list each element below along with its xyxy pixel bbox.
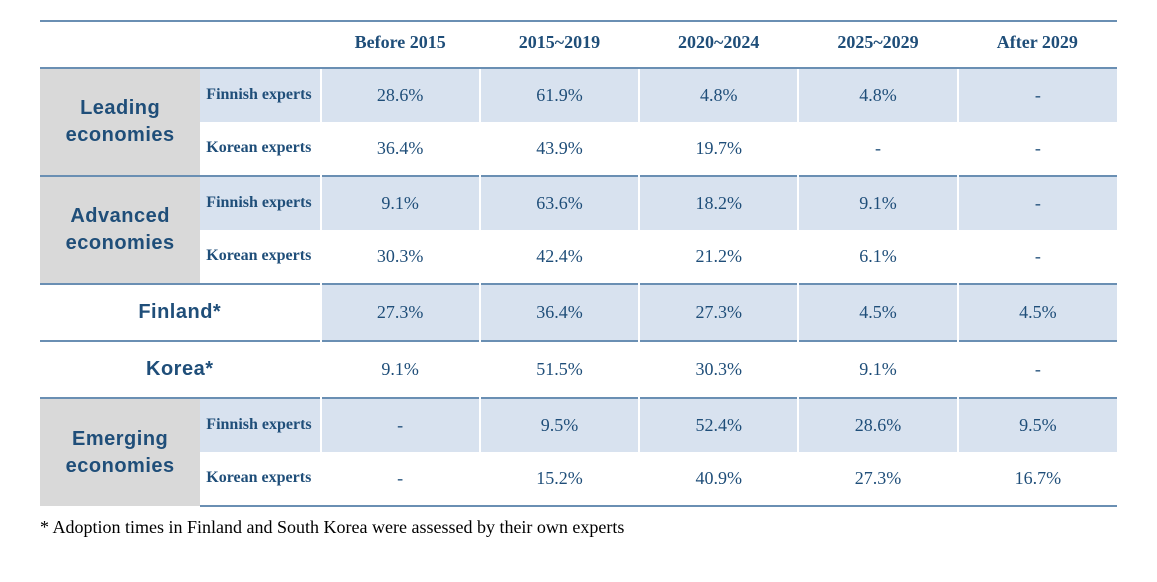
cell: 28.6% <box>798 398 957 452</box>
cell: 36.4% <box>480 284 639 341</box>
cell: 27.3% <box>798 452 957 506</box>
cell: - <box>958 122 1117 176</box>
cell: 52.4% <box>639 398 798 452</box>
cell: - <box>958 230 1117 284</box>
cell: - <box>321 398 480 452</box>
sub-label: Korean experts <box>200 230 320 284</box>
group-label-line: economies <box>66 232 175 254</box>
header-blank <box>40 21 321 68</box>
header-period-4: After 2029 <box>958 21 1117 68</box>
group-label-line: economies <box>66 124 175 146</box>
cell: 16.7% <box>958 452 1117 506</box>
cell: 42.4% <box>480 230 639 284</box>
cell: 9.5% <box>958 398 1117 452</box>
table-row: Korean experts 30.3% 42.4% 21.2% 6.1% - <box>40 230 1117 284</box>
header-period-2: 2020~2024 <box>639 21 798 68</box>
cell: 36.4% <box>321 122 480 176</box>
cell: 9.1% <box>798 176 957 230</box>
cell: - <box>958 176 1117 230</box>
cell: 9.5% <box>480 398 639 452</box>
group-label-emerging: Emerging economies <box>40 398 200 506</box>
table-row: Leading economies Finnish experts 28.6% … <box>40 68 1117 122</box>
group-label-line: Emerging <box>72 428 168 450</box>
cell: 27.3% <box>639 284 798 341</box>
cell: - <box>321 452 480 506</box>
table-row: Korean experts - 15.2% 40.9% 27.3% 16.7% <box>40 452 1117 506</box>
group-label-advanced: Advanced economies <box>40 176 200 284</box>
cell: - <box>958 68 1117 122</box>
cell: 61.9% <box>480 68 639 122</box>
group-label-line: Leading <box>80 97 160 119</box>
adoption-times-table: Before 2015 2015~2019 2020~2024 2025~202… <box>40 20 1117 507</box>
cell: 18.2% <box>639 176 798 230</box>
footnote: * Adoption times in Finland and South Ko… <box>40 517 1117 538</box>
cell: 4.8% <box>798 68 957 122</box>
cell: 4.5% <box>958 284 1117 341</box>
cell: - <box>958 341 1117 398</box>
cell: 6.1% <box>798 230 957 284</box>
cell: 30.3% <box>639 341 798 398</box>
group-label-line: economies <box>66 455 175 477</box>
table-row: Emerging economies Finnish experts - 9.5… <box>40 398 1117 452</box>
header-period-3: 2025~2029 <box>798 21 957 68</box>
group-label-leading: Leading economies <box>40 68 200 176</box>
cell: 30.3% <box>321 230 480 284</box>
cell: 40.9% <box>639 452 798 506</box>
cell: 43.9% <box>480 122 639 176</box>
sub-label: Korean experts <box>200 452 320 506</box>
table-row: Korean experts 36.4% 43.9% 19.7% - - <box>40 122 1117 176</box>
cell: 21.2% <box>639 230 798 284</box>
header-row: Before 2015 2015~2019 2020~2024 2025~202… <box>40 21 1117 68</box>
sub-label: Finnish experts <box>200 68 320 122</box>
cell: 63.6% <box>480 176 639 230</box>
cell: 28.6% <box>321 68 480 122</box>
header-period-0: Before 2015 <box>321 21 480 68</box>
table-row: Finland* 27.3% 36.4% 27.3% 4.5% 4.5% <box>40 284 1117 341</box>
group-label-line: Advanced <box>70 205 170 227</box>
cell: 9.1% <box>321 341 480 398</box>
cell: - <box>798 122 957 176</box>
cell: 27.3% <box>321 284 480 341</box>
table-row: Advanced economies Finnish experts 9.1% … <box>40 176 1117 230</box>
cell: 51.5% <box>480 341 639 398</box>
adoption-times-table-wrap: Before 2015 2015~2019 2020~2024 2025~202… <box>40 20 1117 538</box>
cell: 19.7% <box>639 122 798 176</box>
table-row: Korea* 9.1% 51.5% 30.3% 9.1% - <box>40 341 1117 398</box>
cell: 9.1% <box>798 341 957 398</box>
cell: 15.2% <box>480 452 639 506</box>
sub-label: Finnish experts <box>200 398 320 452</box>
cell: 4.5% <box>798 284 957 341</box>
header-period-1: 2015~2019 <box>480 21 639 68</box>
sub-label: Korean experts <box>200 122 320 176</box>
cell: 4.8% <box>639 68 798 122</box>
sub-label: Finnish experts <box>200 176 320 230</box>
cell: 9.1% <box>321 176 480 230</box>
single-label-korea: Korea* <box>40 341 321 398</box>
single-label-finland: Finland* <box>40 284 321 341</box>
